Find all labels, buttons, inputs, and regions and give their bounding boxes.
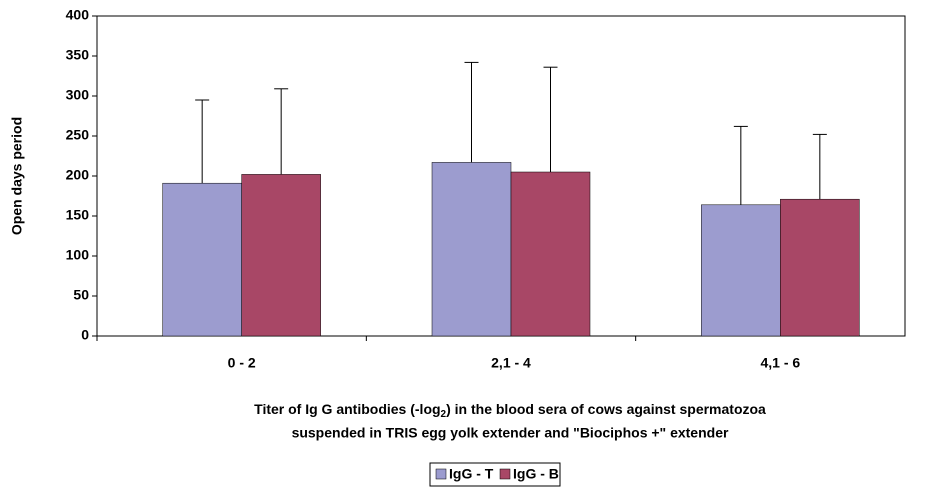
bar [241, 174, 321, 337]
y-tick-label: 250 [66, 127, 90, 143]
x-label-part: Titer of Ig G antibodies (-log [254, 401, 440, 417]
error-bar [543, 66, 558, 172]
legend-swatch [435, 468, 447, 480]
x-label-part: ) in the blood sera of cows against sper… [446, 401, 766, 417]
x-tick-label: 0 - 2 [228, 355, 256, 371]
legend-label: IgG - T [449, 466, 494, 482]
error-bar [274, 88, 289, 175]
y-tick-label: 0 [81, 327, 89, 343]
bar [701, 204, 781, 337]
bar [431, 162, 512, 337]
bar [162, 182, 242, 337]
error-bar [464, 61, 479, 163]
x-axis-label: Titer of Ig G antibodies (-log2) in the … [254, 401, 766, 420]
error-bar [195, 99, 210, 184]
x-label-sub: 2 [441, 409, 447, 420]
y-tick-label: 300 [66, 87, 90, 103]
y-axis-label: Open days period [9, 117, 25, 235]
error-bar [812, 133, 827, 200]
y-tick-label: 150 [66, 207, 90, 223]
bar [510, 171, 591, 337]
y-tick-label: 350 [66, 47, 90, 63]
bar [780, 198, 860, 337]
y-tick-label: 100 [66, 247, 90, 263]
legend-label: IgG - B [513, 466, 559, 482]
error-bar [733, 125, 748, 205]
x-axis-label: suspended in TRIS egg yolk extender and … [292, 425, 729, 441]
y-tick-label: 50 [73, 287, 89, 303]
legend-swatch [499, 468, 511, 480]
x-tick-label: 2,1 - 4 [491, 355, 531, 371]
y-tick-label: 200 [66, 167, 90, 183]
y-tick-label: 400 [66, 7, 90, 23]
x-tick-label: 4,1 - 6 [760, 355, 800, 371]
legend [429, 462, 561, 487]
